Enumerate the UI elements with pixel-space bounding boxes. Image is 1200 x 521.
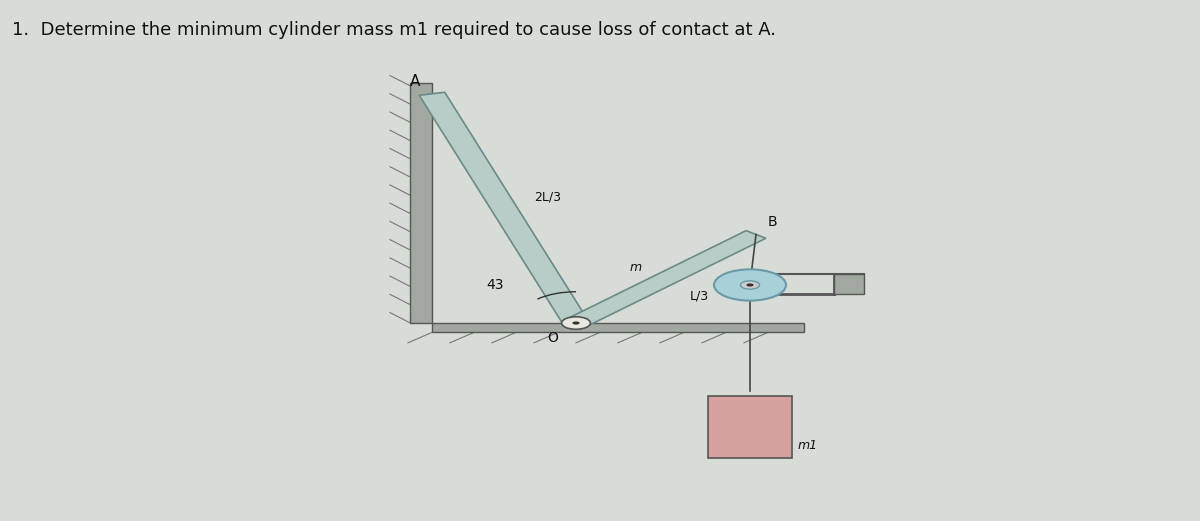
Circle shape xyxy=(572,321,580,325)
Polygon shape xyxy=(566,231,766,327)
Text: m: m xyxy=(630,260,642,274)
Circle shape xyxy=(562,317,590,329)
Circle shape xyxy=(746,283,754,287)
Bar xyxy=(410,83,432,323)
Text: L/3: L/3 xyxy=(690,289,709,302)
Bar xyxy=(708,396,792,458)
Text: O: O xyxy=(547,331,558,345)
Text: 43: 43 xyxy=(486,278,504,292)
Bar xyxy=(834,274,864,294)
Text: m1: m1 xyxy=(798,440,818,452)
Circle shape xyxy=(714,269,786,301)
Text: 2L/3: 2L/3 xyxy=(534,190,562,203)
Text: B: B xyxy=(768,215,778,229)
Polygon shape xyxy=(419,92,589,325)
Bar xyxy=(432,323,804,332)
Text: 1.  Determine the minimum cylinder mass m1 required to cause loss of contact at : 1. Determine the minimum cylinder mass m… xyxy=(12,21,776,39)
Text: A: A xyxy=(409,73,420,89)
Circle shape xyxy=(740,281,760,289)
